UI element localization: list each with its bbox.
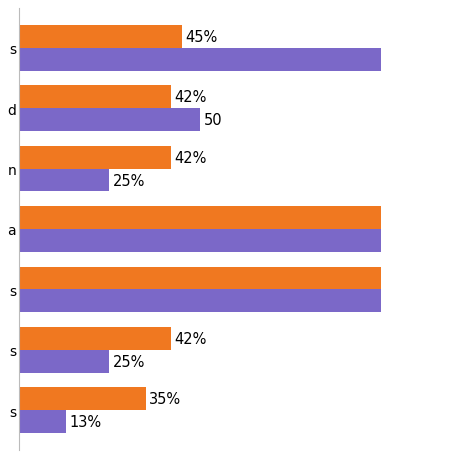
Bar (19, 109, 200, 132)
Bar (19, 48, 381, 71)
Text: 25%: 25% (113, 354, 146, 369)
Bar (19, 388, 146, 411)
Bar (19, 169, 109, 192)
Bar (19, 327, 171, 350)
Bar (19, 230, 381, 252)
Text: 25%: 25% (113, 173, 146, 188)
Bar (19, 146, 171, 169)
Bar (19, 267, 381, 290)
Text: 45%: 45% (185, 29, 218, 45)
Text: 35%: 35% (149, 392, 182, 407)
Bar (19, 26, 182, 48)
Bar (19, 86, 171, 109)
Text: 42%: 42% (174, 150, 207, 165)
Bar (19, 350, 109, 373)
Text: 50: 50 (203, 113, 222, 128)
Text: 13%: 13% (70, 414, 102, 430)
Bar (19, 207, 381, 230)
Text: 42%: 42% (174, 331, 207, 346)
Bar (19, 411, 66, 433)
Bar (19, 290, 381, 313)
Text: 42%: 42% (174, 90, 207, 105)
